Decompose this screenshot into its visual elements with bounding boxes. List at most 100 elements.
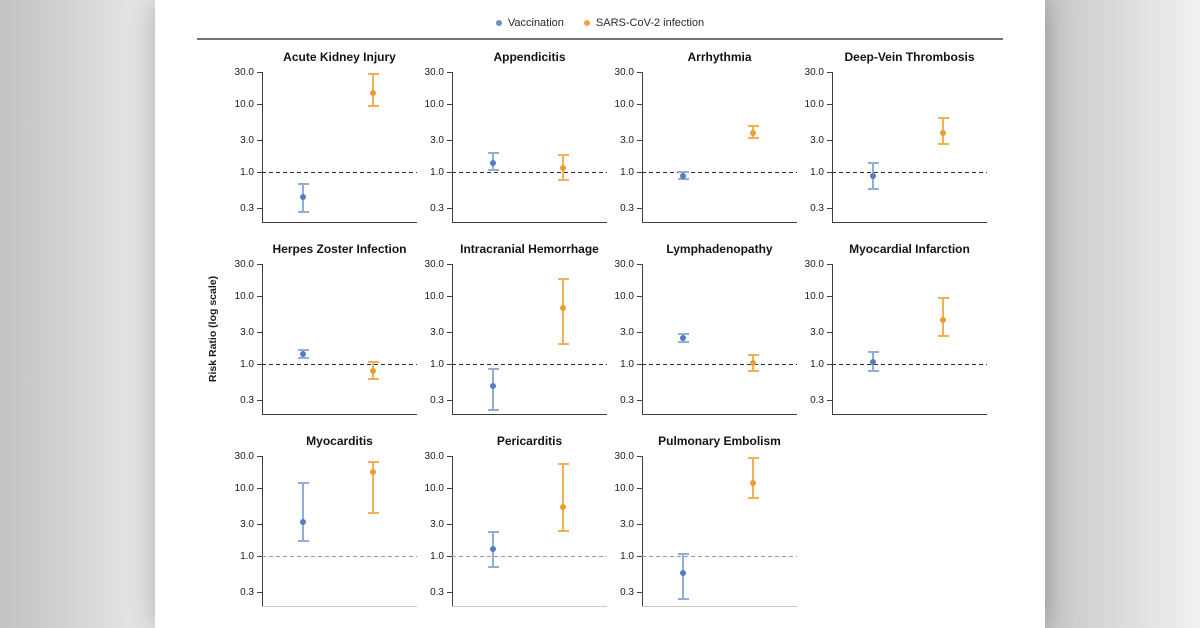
ci-cap-upper-infection <box>937 296 949 299</box>
ci-line-infection <box>562 277 564 345</box>
y-tick-mark <box>257 488 262 490</box>
y-tick-label: 1.0 <box>240 358 254 370</box>
panel-title-acute-kidney-injury: Acute Kidney Injury <box>283 50 396 64</box>
plot-area-pericarditis: 30.0 10.0 3.0 1.0 0.3 <box>425 451 607 607</box>
panel-title-myocardial-infarction: Myocardial Infarction <box>849 242 970 256</box>
y-tick-label: 3.0 <box>620 518 634 530</box>
x-axis-line <box>262 222 417 223</box>
ci-cap-upper-infection <box>367 361 379 364</box>
ci-cap-upper-vaccination <box>867 351 879 354</box>
y-tick-mark <box>257 104 262 106</box>
ci-cap-upper-vaccination <box>487 530 499 533</box>
y-tick-mark <box>447 524 452 525</box>
y-tick-label: 0.3 <box>620 202 634 214</box>
ci-cap-lower-infection <box>557 342 569 345</box>
x-axis-line <box>452 606 607 607</box>
error-bar-infection <box>937 296 949 337</box>
ci-cap-lower-infection <box>367 378 379 381</box>
y-tick-label: 1.0 <box>620 550 634 562</box>
y-tick-label: 0.3 <box>620 394 634 406</box>
y-tick-label: 0.3 <box>810 202 824 214</box>
plot-area-intracranial-hemorrhage: 30.0 10.0 3.0 1.0 0.3 <box>425 259 607 415</box>
panel-title-myocarditis: Myocarditis <box>306 434 373 448</box>
plot-area-pulmonary-embolism: 30.0 10.0 3.0 1.0 0.3 <box>615 451 797 607</box>
ci-line-vaccination <box>302 482 304 543</box>
y-axis-line <box>832 72 833 222</box>
y-tick-mark <box>447 556 452 558</box>
infection-legend-label: SARS-CoV-2 infection <box>595 17 705 29</box>
y-tick-label: 30.0 <box>804 66 824 78</box>
ci-cap-lower-vaccination <box>297 211 309 214</box>
data-point-vaccination <box>300 194 306 201</box>
panel-pericarditis: Pericarditis 30.0 10.0 3.0 1.0 0.3 <box>420 432 610 616</box>
data-point-vaccination <box>300 518 306 525</box>
y-tick-label: 3.0 <box>430 518 444 530</box>
y-tick-mark <box>447 104 452 106</box>
ci-cap-lower-infection <box>937 142 949 145</box>
ci-cap-lower-infection <box>747 369 759 372</box>
y-tick-mark <box>447 400 452 401</box>
y-tick-label: 0.3 <box>240 202 254 214</box>
y-tick-label: 10.0 <box>234 482 254 494</box>
ci-cap-upper-vaccination <box>487 151 499 154</box>
ci-cap-lower-vaccination <box>297 540 309 543</box>
ci-cap-upper-infection <box>557 462 569 465</box>
ci-cap-upper-vaccination <box>677 333 689 335</box>
y-tick-label: 10.0 <box>234 98 254 110</box>
y-tick-mark <box>637 400 642 401</box>
reference-line-rr1 <box>452 172 607 174</box>
error-bar-infection <box>367 460 379 515</box>
y-tick-label: 10.0 <box>804 290 824 302</box>
reference-line-rr1 <box>642 364 797 366</box>
ci-cap-upper-vaccination <box>677 553 689 556</box>
y-tick-label: 10.0 <box>424 482 444 494</box>
y-tick-mark <box>637 104 642 106</box>
ci-cap-lower-vaccination <box>487 168 499 171</box>
y-tick-label: 10.0 <box>614 98 634 110</box>
plot-area-herpes-zoster-infection: 30.0 10.0 3.0 1.0 0.3 <box>235 259 417 415</box>
panel-pulmonary-embolism: Pulmonary Embolism 30.0 10.0 3.0 1.0 0.3 <box>610 432 800 616</box>
y-tick-mark <box>447 488 452 490</box>
ci-line-vaccination <box>492 367 494 411</box>
data-point-infection <box>560 304 566 311</box>
y-axis-line <box>262 456 263 606</box>
y-tick-label: 30.0 <box>614 258 634 270</box>
y-tick-mark <box>447 72 452 73</box>
y-axis-line <box>452 456 453 606</box>
x-axis-line <box>642 414 797 415</box>
y-tick-mark <box>447 332 452 333</box>
y-tick-mark <box>447 296 452 298</box>
y-tick-label: 3.0 <box>240 326 254 338</box>
y-tick-label: 0.3 <box>430 586 444 598</box>
panel-acute-kidney-injury: Acute Kidney Injury 30.0 10.0 3.0 1.0 0.3 <box>230 48 420 232</box>
ci-cap-lower-vaccination <box>297 356 309 359</box>
reference-line-rr1 <box>262 172 417 174</box>
y-tick-mark <box>827 264 832 265</box>
panel-title-pericarditis: Pericarditis <box>496 434 563 448</box>
y-tick-mark <box>447 172 452 174</box>
y-tick-mark <box>257 332 262 333</box>
y-tick-label: 0.3 <box>240 586 254 598</box>
x-axis-line <box>642 606 797 607</box>
y-tick-mark <box>827 364 832 366</box>
x-axis-line <box>642 222 797 223</box>
ci-cap-lower-infection <box>367 104 379 107</box>
y-tick-label: 30.0 <box>424 450 444 462</box>
panel-appendicitis: Appendicitis 30.0 10.0 3.0 1.0 0.3 <box>420 48 610 232</box>
y-tick-mark <box>637 556 642 558</box>
ci-line-vaccination <box>682 553 684 600</box>
x-axis-line <box>262 414 417 415</box>
ci-cap-lower-vaccination <box>867 370 879 373</box>
ci-cap-lower-infection <box>747 137 759 140</box>
panel-title-deep-vein-thrombosis: Deep-Vein Thrombosis <box>844 50 975 64</box>
y-tick-label: 10.0 <box>614 290 634 302</box>
y-tick-mark <box>257 556 262 558</box>
y-tick-label: 10.0 <box>424 290 444 302</box>
plot-area-lymphadenopathy: 30.0 10.0 3.0 1.0 0.3 <box>615 259 797 415</box>
ci-cap-upper-infection <box>557 277 569 280</box>
data-point-vaccination <box>490 159 496 166</box>
y-tick-mark <box>827 400 832 401</box>
ci-cap-upper-vaccination <box>867 162 879 165</box>
ci-line-infection <box>562 462 564 532</box>
y-tick-label: 1.0 <box>430 358 444 370</box>
